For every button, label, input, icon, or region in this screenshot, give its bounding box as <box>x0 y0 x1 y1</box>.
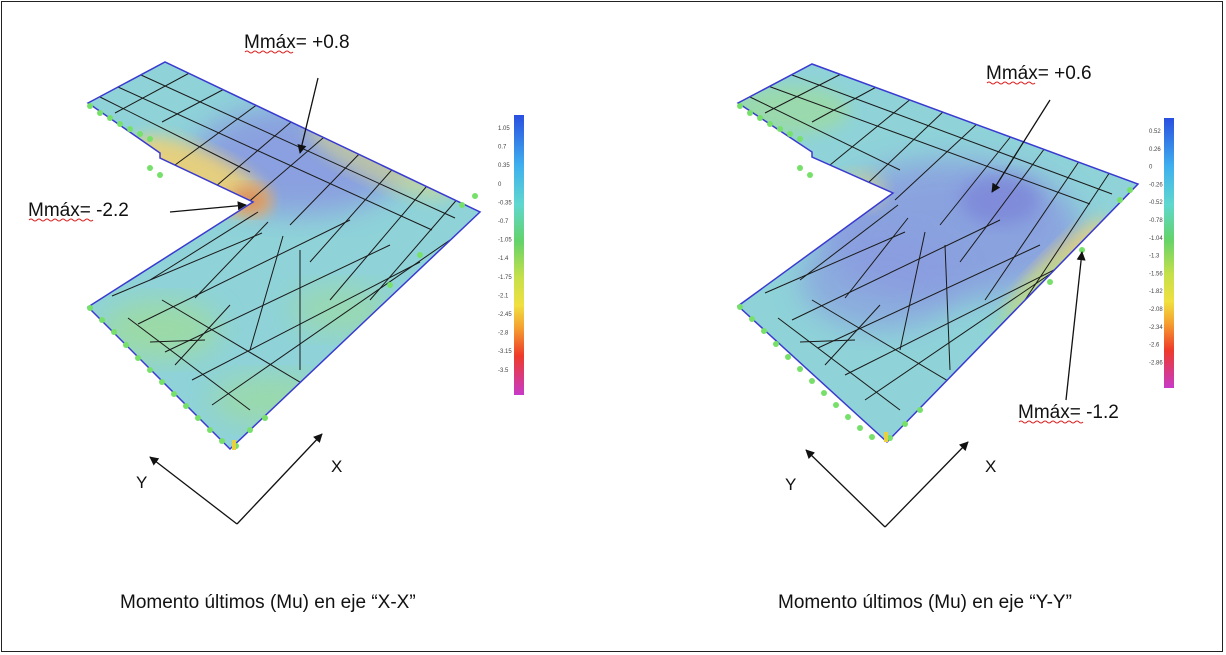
axis-triad-xx: Y X <box>136 433 342 525</box>
color-scale-tick-label: 0 <box>1149 165 1153 171</box>
color-scale-tick-label: -2.1 <box>498 293 509 299</box>
color-scale-tick-label: -1.82 <box>1149 289 1163 295</box>
color-scale-tick-label: -1.56 <box>1149 271 1163 277</box>
color-scale-tick-label: -2.8 <box>498 331 509 337</box>
color-scale-ticks: 0.52 0.26 0 -0.26 -0.52 -0.78 -1.04 -1.3 -1.56 -1… <box>1149 129 1163 366</box>
annotation-min-xx: Mmáx= -2.2 <box>28 200 247 222</box>
color-scale-tick-label: 0.35 <box>498 163 510 169</box>
color-scale-tick-label: -2.08 <box>1149 307 1163 313</box>
svg-text:Mmáx= +0.6: Mmáx= +0.6 <box>986 63 1092 84</box>
color-scale-tick-label: 1.05 <box>498 126 510 132</box>
axis-y-label: Y <box>136 473 147 492</box>
svg-text:Mmáx= -2.2: Mmáx= -2.2 <box>28 200 129 221</box>
slab-model-yy <box>736 63 1140 444</box>
annotation-min-yy: Mmáx= -1.2 <box>1018 251 1119 424</box>
color-scale-tick-label: -0.78 <box>1149 218 1163 224</box>
color-scale-tick-label: -1.75 <box>498 275 512 281</box>
color-scale-tick-label: -0.7 <box>498 219 509 225</box>
axis-x-label: X <box>985 457 996 476</box>
color-scale-tick-label: -2.86 <box>1149 360 1163 366</box>
color-scale-tick-label: -1.05 <box>498 238 512 244</box>
color-scale-tick-label: 0.52 <box>1149 129 1161 135</box>
color-scale-tick-label: -3.5 <box>498 368 509 374</box>
annotation-max-xx: Mmáx= +0.8 <box>244 32 350 154</box>
color-scale-tick-label: -2.45 <box>498 312 512 318</box>
color-scale-tick-label: -3.15 <box>498 349 512 355</box>
caption-xx: Momento últimos (Mu) en eje “X-X” <box>120 592 416 613</box>
color-scale-tick-label: 0.26 <box>1149 147 1161 153</box>
color-scale-tick-label: -1.04 <box>1149 236 1163 242</box>
color-scale-legend-xx: 1.05 0.7 0.35 0 -0.35 -0.7 -1.05 -1.4 -1.75 -2.1 -… <box>498 115 524 395</box>
axis-x-label: X <box>331 457 342 476</box>
axis-triad-yy: Y X <box>785 441 996 528</box>
color-scale-legend-yy: 0.52 0.26 0 -0.26 -0.52 -0.78 -1.04 -1.3 -1.56 -1… <box>1149 118 1174 388</box>
svg-text:Mmáx= +0.8: Mmáx= +0.8 <box>244 32 350 53</box>
color-scale-tick-label: -0.52 <box>1149 200 1163 206</box>
color-scale-tick-label: -0.26 <box>1149 182 1163 188</box>
color-scale-bar <box>514 115 524 395</box>
color-scale-tick-label: -2.6 <box>1149 343 1160 349</box>
axis-y-label: Y <box>785 475 796 494</box>
color-scale-tick-label: -0.35 <box>498 200 512 206</box>
caption-yy: Momento últimos (Mu) en eje “Y-Y” <box>778 592 1072 613</box>
svg-text:Mmáx= -1.2: Mmáx= -1.2 <box>1018 402 1119 423</box>
color-scale-tick-label: 0 <box>498 182 502 188</box>
slab-model-xx <box>86 61 482 451</box>
color-scale-ticks: 1.05 0.7 0.35 0 -0.35 -0.7 -1.05 -1.4 -1.75 -2.1 -… <box>498 126 512 374</box>
color-scale-tick-label: 0.7 <box>498 145 507 151</box>
color-scale-tick-label: -2.34 <box>1149 325 1163 331</box>
color-scale-tick-label: -1.3 <box>1149 254 1160 260</box>
color-scale-tick-label: -1.4 <box>498 256 509 262</box>
annotation-max-yy: Mmáx= +0.6 <box>986 63 1092 193</box>
color-scale-bar <box>1164 118 1174 388</box>
